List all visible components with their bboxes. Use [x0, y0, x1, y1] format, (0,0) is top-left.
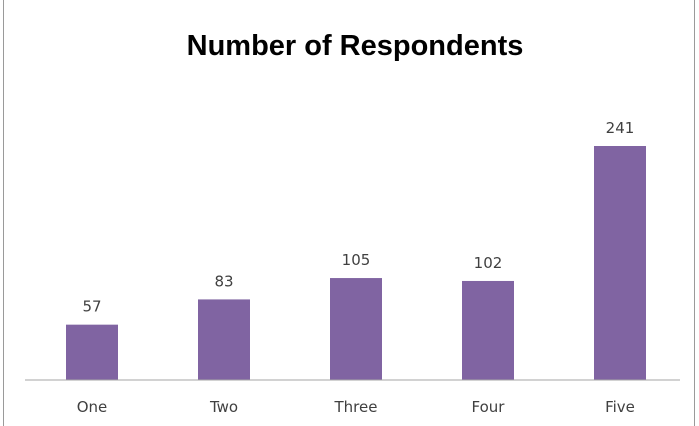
data-label-four: 102	[474, 254, 503, 272]
data-label-one: 57	[82, 298, 101, 316]
x-tick-labels-group: One Two Three Four Five	[77, 398, 635, 416]
data-label-five: 241	[606, 119, 635, 137]
bar-two	[198, 299, 250, 380]
x-tick-label-four: Four	[472, 398, 506, 416]
data-label-three: 105	[342, 251, 371, 269]
bar-three	[330, 278, 382, 380]
bars-group	[66, 146, 646, 380]
x-tick-label-five: Five	[605, 398, 635, 416]
x-tick-label-two: Two	[209, 398, 238, 416]
bar-one	[66, 324, 118, 380]
x-tick-label-three: Three	[334, 398, 378, 416]
bar-four	[462, 280, 514, 380]
x-tick-label-one: One	[77, 398, 108, 416]
data-labels-group: 57 83 105 102 241	[82, 119, 634, 316]
chart-title: Number of Respondents	[187, 30, 524, 62]
data-label-two: 83	[214, 272, 233, 290]
bar-five	[594, 146, 646, 380]
